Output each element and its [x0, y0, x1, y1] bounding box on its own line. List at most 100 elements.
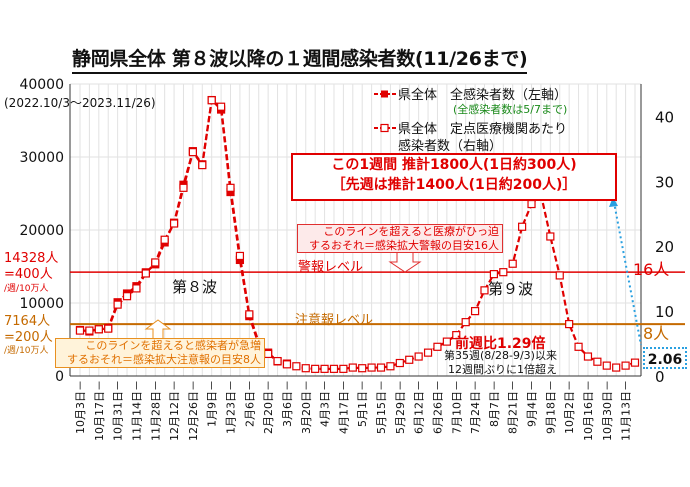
data-point — [405, 355, 414, 364]
x-axis-ticks: 10月3日－ 10月17日－ 10月31日－ 11月14日－ 11月28日－ 12月12日… — [74, 380, 633, 441]
data-point — [442, 337, 451, 346]
x-tick-label: 3月20日－ — [300, 380, 313, 434]
week-ratio-note: 第35週(8/28-9/3)以来 12週間ぶりに1倍超え — [444, 349, 557, 377]
caution-left-unit: /週/10万人 — [4, 346, 49, 356]
data-point — [282, 360, 292, 369]
left-tick-label: 20000 — [19, 223, 64, 239]
x-tick-label: 11月14日－ — [130, 380, 143, 441]
week-ratio-label: 前週比1.29倍 — [455, 336, 546, 352]
warning-desc-line2: するおそれ＝感染拡大警報の目安16人 — [309, 239, 499, 252]
legend-sentinel-marker — [380, 123, 389, 133]
data-point — [348, 363, 357, 372]
x-tick-label: 6月12日－ — [413, 380, 426, 434]
data-point — [565, 319, 574, 329]
series-line — [80, 98, 636, 370]
data-point — [593, 357, 602, 366]
data-point — [499, 268, 508, 277]
caution-level-label: 注意報レベル — [295, 313, 374, 328]
data-point — [292, 362, 301, 371]
data-point — [461, 318, 470, 327]
warning-description-box: このラインを超えると医療がひっ迫 するおそれ＝感染拡大警報の目安16人 — [297, 224, 503, 253]
warning-level-label: 警報レベル — [298, 260, 364, 275]
data-point — [470, 307, 480, 316]
highlight-arrow-line — [612, 196, 642, 346]
warning-desc-line1: このラインを超えると医療がひっ迫 — [323, 225, 499, 238]
x-tick-label: 9月18日－ — [544, 380, 557, 434]
callout-line2: ［先週は推計1400人(1日約200人)］ — [331, 177, 577, 193]
week-ratio-note2: 12週間ぶりに1倍超え — [447, 363, 557, 376]
wave8-label: 第８波 — [172, 278, 218, 296]
legend-markers — [374, 90, 396, 133]
x-tick-label: 10月17日－ — [93, 380, 106, 441]
data-point — [602, 361, 611, 370]
data-point — [386, 362, 395, 371]
chart-title: 静岡県全体 第８波以降の１週間感染者数(11/26まで) — [72, 44, 528, 74]
left-tick-label: 10000 — [19, 296, 64, 312]
data-point — [273, 356, 282, 366]
right-tick-label: 10 — [655, 303, 674, 321]
data-point — [94, 325, 103, 334]
x-tick-label: 10月31日－ — [112, 380, 125, 441]
data-point — [423, 348, 433, 357]
data-point — [574, 342, 583, 351]
x-tick-label: 10月2日－ — [563, 380, 576, 434]
data-point — [122, 292, 132, 301]
x-tick-label: 5月15日－ — [375, 380, 388, 434]
data-point — [527, 199, 536, 209]
x-tick-label: 9月4日－ — [526, 380, 539, 427]
data-point — [188, 148, 197, 157]
x-tick-label: 8月21日－ — [507, 380, 520, 434]
left-tick-label: 40000 — [19, 77, 64, 93]
data-point — [555, 271, 564, 280]
x-tick-label: 3月6日－ — [281, 380, 294, 427]
x-tick-label: 1月9日－ — [206, 380, 219, 427]
data-point — [621, 361, 630, 370]
data-point — [132, 284, 141, 293]
callout-line1: この1週間 推計1800人(1日約300人) — [331, 157, 577, 173]
caution-desc-line1: このラインを超えると感染者が急増 — [85, 339, 261, 352]
data-point — [85, 326, 94, 335]
data-point — [630, 358, 640, 367]
period-label: (2022.10/3～2023.11/26) — [4, 96, 156, 110]
data-point — [583, 352, 593, 361]
data-point — [329, 364, 339, 373]
right-axis-ticks: 0 10 20 30 40 — [655, 108, 674, 386]
x-tick-label: 7月10日－ — [450, 380, 463, 434]
x-tick-label: 6月26日－ — [431, 380, 444, 434]
data-point — [113, 300, 122, 309]
data-point — [245, 310, 254, 319]
x-tick-label: 4月3日－ — [319, 380, 332, 427]
legend-item-total: 県全体 全感染者数（左軸） — [398, 88, 568, 103]
right-tick-label: 40 — [655, 108, 674, 126]
data-point — [151, 258, 160, 267]
left-axis-ticks: 0 10000 20000 30000 40000 — [19, 77, 64, 385]
x-tick-label: 2月20日－ — [262, 380, 275, 434]
reference-lines — [70, 271, 685, 326]
week-ratio-note1: 第35週(8/28-9/3)以来 — [444, 349, 557, 362]
data-point — [207, 96, 216, 105]
legend-item-sentinel-line1: 県全体 定点医療機関あたり — [398, 122, 568, 137]
x-tick-label: 7月24日－ — [469, 380, 482, 434]
caution-description-box: このラインを超えると感染者が急増 するおそれ＝感染拡大注意報の目安8人 — [55, 338, 265, 368]
data-point — [141, 269, 150, 278]
x-tick-label: 11月28日－ — [149, 380, 162, 441]
warning-left-unit: /週/10万人 — [4, 284, 49, 294]
left-tick-label: 0 — [55, 369, 64, 385]
right-tick-label: 0 — [655, 368, 665, 386]
x-tick-label: 1月23日－ — [225, 380, 238, 434]
data-point — [198, 161, 207, 170]
right-tick-label: 20 — [655, 238, 674, 256]
wave9-label: 第９波 — [488, 280, 534, 298]
series-sentinel-per-site — [75, 96, 640, 373]
legend-total-marker — [381, 90, 388, 98]
caution-right-label: 8人 — [643, 324, 670, 343]
warning-right-label: 16人 — [633, 260, 670, 279]
data-point — [320, 364, 329, 373]
left-tick-label: 30000 — [19, 150, 64, 166]
data-point — [452, 331, 461, 340]
data-point — [508, 259, 517, 268]
x-tick-label: 8月7日－ — [488, 380, 501, 427]
data-point — [104, 324, 113, 333]
x-tick-label: 10月30日－ — [601, 380, 614, 441]
caution-left-value: 7164人 — [4, 314, 51, 329]
